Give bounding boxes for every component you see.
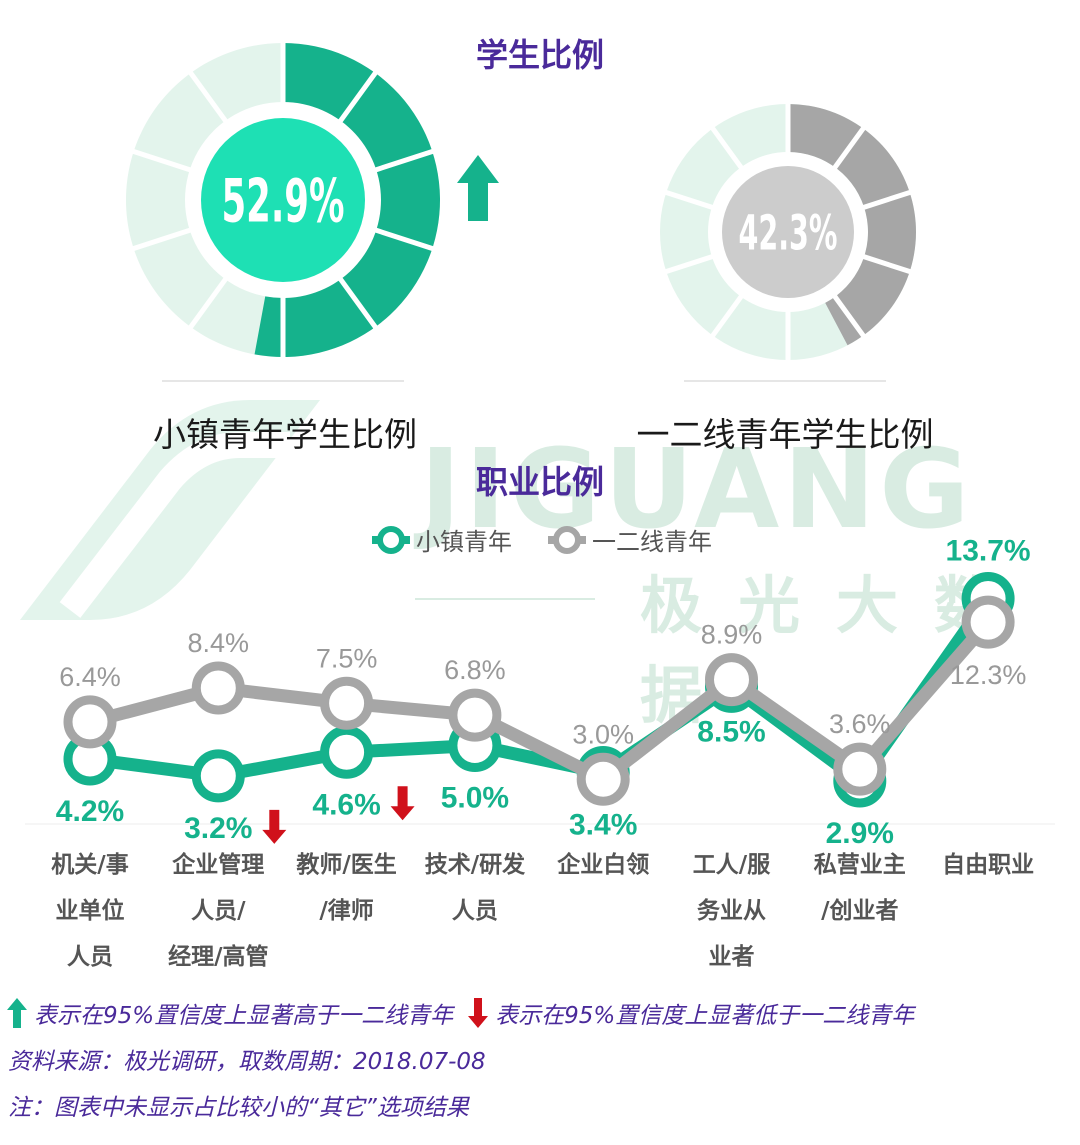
donut-separator <box>861 189 913 211</box>
legend-town-label: 小镇青年 <box>416 528 512 556</box>
data-label-city: 7.5% <box>316 643 378 673</box>
footer-significance: 表示在95%置信度上显著高于一二线青年 表示在95%置信度上显著低于一二线青年 <box>6 996 914 1030</box>
data-point <box>705 653 758 707</box>
down-arrow-icon <box>390 786 415 821</box>
data-point <box>320 676 374 730</box>
category-label: 教师/医生 /律师 <box>296 852 397 924</box>
donut-separator <box>663 189 715 211</box>
donut-caption-town: 小镇青年学生比例 <box>153 415 417 454</box>
data-label-city: 12.3% <box>950 660 1027 690</box>
data-label-town: 5.0% <box>441 782 509 815</box>
data-label-town: 4.6% <box>312 788 380 821</box>
donut-value-label: 52.9% <box>222 167 345 237</box>
data-point <box>191 749 245 803</box>
data-label-town: 3.4% <box>569 809 637 842</box>
donut-1: 42.3% <box>659 102 916 362</box>
donut-separator <box>709 125 745 171</box>
data-label-city: 8.4% <box>188 628 250 658</box>
footer-source: 资料来源：极光调研，取数周期：2018.07-08 <box>8 1049 486 1075</box>
donut-separator <box>187 69 229 124</box>
donut-separator <box>861 253 913 275</box>
data-label-town: 4.2% <box>56 795 124 828</box>
donut-charts: 52.9% 42.3% <box>125 41 916 362</box>
data-label-town: 13.7% <box>946 534 1031 567</box>
up-note: 表示在95%置信度上显著高于一二线青年 <box>34 1003 454 1029</box>
donut-caption-city: 一二线青年学生比例 <box>636 415 934 454</box>
data-point <box>448 688 502 742</box>
legend-city: 一二线青年 <box>548 522 712 557</box>
watermark-brand: JIGUANG <box>420 425 974 553</box>
divider-right <box>684 380 886 382</box>
data-label-city: 8.9% <box>701 620 763 650</box>
donut-0: 52.9% <box>125 41 499 359</box>
category-label: 企业白领 <box>557 852 650 878</box>
watermark-logo <box>20 400 320 620</box>
footer-note: 注：图表中未显示占比较小的“其它”选项结果 <box>8 1095 469 1121</box>
category-label: 企业管理 人员/ 经理/高管 <box>168 852 269 970</box>
donut-separator <box>831 125 867 171</box>
donut-fill <box>788 104 916 346</box>
legend-underline <box>415 598 595 600</box>
data-label-city: 6.8% <box>444 655 506 685</box>
donut-separator <box>373 227 435 252</box>
up-arrow-icon <box>457 155 499 221</box>
donut-separator <box>373 148 435 173</box>
data-label-town: 2.9% <box>826 817 894 850</box>
legend-city-marker-icon <box>548 525 586 554</box>
section-title-occupation: 职业比例 <box>475 463 604 501</box>
data-label-town: 3.2% <box>184 812 252 845</box>
donut-center <box>201 118 365 282</box>
down-note: 表示在95%置信度上显著低于一二线青年 <box>495 1003 915 1029</box>
category-label: 工人/服 务业从 业者 <box>692 852 771 970</box>
data-label-city: 6.4% <box>59 662 121 692</box>
up-arrow-icon <box>7 998 27 1028</box>
donut-separator <box>131 227 193 252</box>
data-label-town: 8.5% <box>697 715 765 748</box>
legend-town-marker-icon <box>372 525 410 554</box>
category-label: 机关/事 业单位 人员 <box>51 852 129 970</box>
data-point <box>833 742 887 796</box>
donut-separator <box>337 69 379 124</box>
donut-separator <box>709 293 745 339</box>
data-point <box>576 752 630 806</box>
donut-separator <box>663 253 715 275</box>
donut-separator <box>187 276 229 331</box>
donut-fill <box>254 43 440 357</box>
down-arrow-icon <box>468 998 489 1028</box>
series-1 <box>63 595 1015 806</box>
section-title-student: 学生比例 <box>475 36 604 74</box>
data-point <box>961 595 1015 649</box>
data-point <box>63 695 117 749</box>
donut-value-label: 42.3% <box>739 205 838 261</box>
category-label: 自由职业 <box>942 852 1035 878</box>
donut-separator <box>337 276 379 331</box>
data-label-city: 3.0% <box>572 719 634 749</box>
donut-separator <box>831 293 867 339</box>
legend-town: 小镇青年 <box>372 522 512 557</box>
category-label: 私营业主 /创业者 <box>813 852 906 924</box>
legend-city-label: 一二线青年 <box>592 528 712 556</box>
data-point <box>191 661 245 715</box>
donut-separator <box>131 148 193 173</box>
donut-center <box>722 166 854 298</box>
category-label: 技术/研发 人员 <box>424 852 526 924</box>
down-arrow-icon <box>262 809 287 844</box>
data-label-city: 3.6% <box>829 709 891 739</box>
divider-left <box>162 380 404 382</box>
data-point <box>320 725 374 779</box>
